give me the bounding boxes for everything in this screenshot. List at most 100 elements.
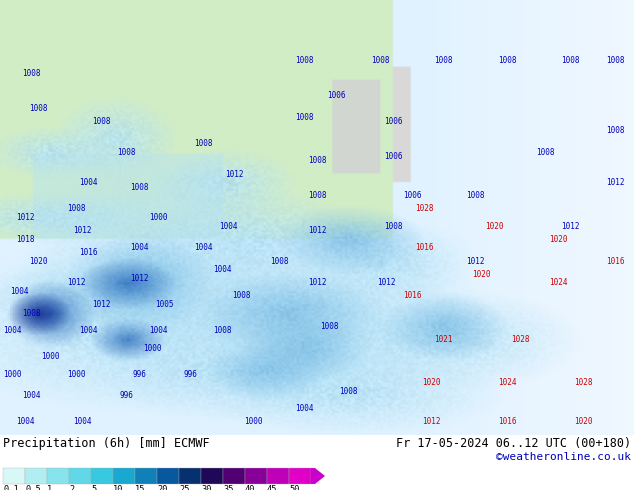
Text: 1008: 1008 bbox=[605, 56, 624, 65]
Text: 10: 10 bbox=[113, 485, 124, 490]
Text: 40: 40 bbox=[245, 485, 256, 490]
Bar bbox=[113, 468, 135, 484]
Text: 1005: 1005 bbox=[155, 300, 174, 309]
Text: 1008: 1008 bbox=[605, 126, 624, 135]
Text: 1: 1 bbox=[47, 485, 52, 490]
Text: 1008: 1008 bbox=[22, 309, 41, 318]
Bar bbox=[3, 468, 25, 484]
Text: 1008: 1008 bbox=[117, 148, 136, 157]
Text: 1004: 1004 bbox=[130, 244, 149, 252]
Text: 1004: 1004 bbox=[295, 404, 314, 414]
Text: 30: 30 bbox=[201, 485, 212, 490]
Text: 1020: 1020 bbox=[548, 235, 567, 244]
Text: 1008: 1008 bbox=[212, 326, 231, 335]
Text: 1016: 1016 bbox=[79, 248, 98, 257]
Text: 1012: 1012 bbox=[605, 178, 624, 187]
Bar bbox=[289, 468, 311, 484]
Text: 1024: 1024 bbox=[548, 278, 567, 287]
Text: 1012: 1012 bbox=[466, 256, 485, 266]
Text: 1008: 1008 bbox=[536, 148, 555, 157]
Text: 1008: 1008 bbox=[307, 191, 327, 200]
Text: 1000: 1000 bbox=[3, 369, 22, 379]
Text: 1008: 1008 bbox=[498, 56, 517, 65]
Text: 1012: 1012 bbox=[16, 213, 35, 222]
Text: 1000: 1000 bbox=[67, 369, 86, 379]
Text: 1004: 1004 bbox=[219, 221, 238, 231]
Text: 1024: 1024 bbox=[498, 378, 517, 387]
Text: 1006: 1006 bbox=[403, 191, 422, 200]
Text: 1004: 1004 bbox=[10, 287, 29, 296]
Text: 1008: 1008 bbox=[130, 183, 149, 192]
Text: 1008: 1008 bbox=[193, 139, 212, 148]
Text: 1012: 1012 bbox=[67, 278, 86, 287]
Text: 1012: 1012 bbox=[307, 278, 327, 287]
Text: 1008: 1008 bbox=[561, 56, 580, 65]
Text: 1016: 1016 bbox=[415, 244, 434, 252]
Text: 1008: 1008 bbox=[466, 191, 485, 200]
Text: 996: 996 bbox=[183, 369, 197, 379]
Text: ©weatheronline.co.uk: ©weatheronline.co.uk bbox=[496, 452, 631, 462]
Text: 1012: 1012 bbox=[377, 278, 396, 287]
Bar bbox=[179, 468, 201, 484]
Text: 1008: 1008 bbox=[434, 56, 453, 65]
Text: 1008: 1008 bbox=[295, 113, 314, 122]
Text: 0.1: 0.1 bbox=[3, 485, 19, 490]
Text: 1000: 1000 bbox=[244, 417, 263, 426]
Text: 996: 996 bbox=[133, 369, 146, 379]
Text: 1008: 1008 bbox=[384, 221, 403, 231]
Text: 20: 20 bbox=[157, 485, 167, 490]
Text: 50: 50 bbox=[289, 485, 299, 490]
Text: 1006: 1006 bbox=[384, 152, 403, 161]
Text: 996: 996 bbox=[120, 392, 134, 400]
Text: 1008: 1008 bbox=[307, 156, 327, 166]
Text: 1016: 1016 bbox=[498, 417, 517, 426]
Text: 45: 45 bbox=[267, 485, 278, 490]
Text: 1012: 1012 bbox=[92, 300, 111, 309]
Text: 1020: 1020 bbox=[29, 256, 48, 266]
Bar bbox=[47, 468, 69, 484]
Text: 1008: 1008 bbox=[92, 117, 111, 126]
Text: 1012: 1012 bbox=[73, 226, 92, 235]
Bar bbox=[25, 468, 47, 484]
Text: 1008: 1008 bbox=[339, 387, 358, 396]
Text: 1028: 1028 bbox=[574, 378, 593, 387]
Text: 35: 35 bbox=[223, 485, 233, 490]
Text: 1008: 1008 bbox=[29, 104, 48, 113]
Text: 1006: 1006 bbox=[327, 91, 346, 100]
Text: 1012: 1012 bbox=[130, 274, 149, 283]
Bar bbox=[157, 468, 179, 484]
Text: 15: 15 bbox=[135, 485, 145, 490]
Text: 1004: 1004 bbox=[16, 417, 35, 426]
Text: 1016: 1016 bbox=[403, 291, 422, 300]
Bar bbox=[69, 468, 91, 484]
Text: 1020: 1020 bbox=[472, 270, 491, 278]
Text: 5: 5 bbox=[91, 485, 96, 490]
FancyArrow shape bbox=[311, 468, 325, 484]
Text: 1020: 1020 bbox=[574, 417, 593, 426]
Text: 1008: 1008 bbox=[67, 204, 86, 213]
Text: 1004: 1004 bbox=[193, 244, 212, 252]
Text: 1018: 1018 bbox=[16, 235, 35, 244]
Text: 1000: 1000 bbox=[143, 343, 162, 352]
Text: 1008: 1008 bbox=[231, 291, 250, 300]
Text: 1008: 1008 bbox=[371, 56, 390, 65]
Bar bbox=[91, 468, 113, 484]
Text: 1004: 1004 bbox=[79, 326, 98, 335]
Text: Fr 17-05-2024 06..12 UTC (00+180): Fr 17-05-2024 06..12 UTC (00+180) bbox=[396, 437, 631, 450]
Bar bbox=[135, 468, 157, 484]
Text: 0.5: 0.5 bbox=[25, 485, 41, 490]
Text: 1028: 1028 bbox=[415, 204, 434, 213]
Text: 1004: 1004 bbox=[79, 178, 98, 187]
Text: 1012: 1012 bbox=[307, 226, 327, 235]
Bar bbox=[223, 468, 245, 484]
Text: 1004: 1004 bbox=[3, 326, 22, 335]
Text: 1004: 1004 bbox=[149, 326, 168, 335]
Text: 1000: 1000 bbox=[41, 352, 60, 361]
Text: 1012: 1012 bbox=[422, 417, 441, 426]
Text: 1006: 1006 bbox=[384, 117, 403, 126]
Bar bbox=[245, 468, 267, 484]
Text: 1016: 1016 bbox=[605, 256, 624, 266]
Text: 1004: 1004 bbox=[22, 392, 41, 400]
Text: 1000: 1000 bbox=[149, 213, 168, 222]
Text: 1020: 1020 bbox=[485, 221, 504, 231]
